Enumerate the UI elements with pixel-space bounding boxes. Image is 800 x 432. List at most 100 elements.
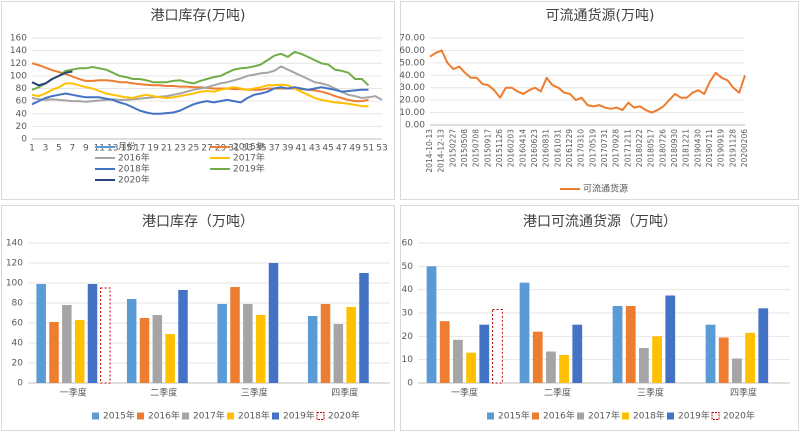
x-tick-label: 20150917 (483, 129, 492, 167)
x-tick-label: 二季度 (150, 387, 177, 399)
x-tick-label: 17 (134, 144, 145, 154)
x-tick-label: 27 (201, 144, 212, 154)
x-tick-label: 13 (107, 144, 118, 154)
line-series (31, 82, 369, 108)
legend-label: 2020年 (118, 174, 150, 186)
bar (492, 309, 503, 384)
x-tick-label: 39 (282, 144, 294, 154)
x-tick-label: 20160623 (530, 129, 539, 167)
bar (652, 336, 662, 383)
bar (87, 284, 98, 383)
legend-label: 月份 (118, 141, 136, 153)
bar (178, 290, 188, 383)
x-tick-label: 20150227 (448, 129, 457, 167)
y-tick-label: 10.00 (399, 108, 425, 118)
x-tick-label: 20161031 (553, 129, 562, 167)
x-tick-label: 20190711 (705, 129, 714, 167)
bar (758, 308, 769, 383)
legend-swatch (272, 412, 279, 420)
x-tick-label: 20191128 (728, 129, 737, 167)
x-tick-label: 35 (255, 144, 266, 154)
y-tick-label: 60 (12, 319, 24, 329)
bar (718, 337, 729, 383)
bar (62, 305, 72, 383)
legend-label: 2015年 (498, 410, 530, 422)
y-tick-label: 50 (402, 262, 414, 272)
y-tick-label: 70.00 (399, 34, 425, 44)
x-tick-label: 2014-10-13 (425, 129, 434, 173)
y-tick-label: 160 (10, 34, 27, 44)
x-tick-label: 20180222 (635, 129, 644, 167)
x-tick-label: 7 (70, 144, 76, 154)
y-tick-label: 60.00 (399, 46, 425, 56)
bar (745, 332, 755, 383)
x-tick-label: 19 (147, 144, 159, 154)
y-tick-label: 80 (16, 84, 28, 94)
x-tick-label: 20200206 (740, 129, 749, 167)
legend-label: 2015年 (103, 410, 135, 422)
x-tick-label: 20150708 (472, 129, 481, 167)
legend-swatch (182, 412, 189, 420)
bar (612, 306, 623, 383)
x-tick-label: 45 (322, 144, 333, 154)
x-tick-label: 20160203 (507, 129, 516, 167)
line-series (31, 50, 370, 91)
x-tick-label: 1 (29, 144, 35, 154)
x-tick-label: 29 (215, 144, 227, 154)
legend-swatch (316, 412, 325, 420)
bar (466, 352, 476, 383)
bar (49, 322, 59, 383)
y-tick-label: 0 (17, 379, 23, 389)
x-tick-label: 11 (94, 144, 105, 154)
legend-label: 2019年 (283, 410, 315, 422)
y-tick-label: 30 (402, 309, 414, 319)
x-tick-label: 一季度 (60, 387, 87, 399)
x-tick-label: 43 (309, 144, 320, 154)
legend-swatch (227, 412, 234, 420)
legend-label: 2019年 (233, 163, 265, 175)
line-series (31, 86, 369, 115)
x-tick-label: 20170519 (588, 129, 597, 167)
line-series (429, 49, 746, 114)
y-tick-label: 20 (402, 332, 414, 342)
legend-label: 2015年 (233, 141, 265, 153)
legend-swatch (532, 412, 539, 420)
y-tick-label: 40 (16, 109, 28, 119)
chart-title: 港口库存(万吨) (151, 8, 246, 24)
bar (359, 273, 369, 383)
legend-swatch (92, 412, 99, 420)
y-tick-label: 40.00 (399, 71, 425, 81)
x-tick-label: 33 (242, 144, 253, 154)
bar (572, 324, 583, 383)
x-tick-label: 20170731 (600, 129, 609, 167)
bar (100, 287, 111, 384)
bar (333, 324, 344, 383)
bar (255, 315, 266, 383)
x-tick-label: 20190430 (693, 129, 702, 167)
bar (36, 284, 46, 383)
y-tick-label: 50.00 (399, 58, 425, 68)
bar (453, 339, 463, 383)
legend-swatch (137, 412, 144, 420)
line-series (31, 70, 73, 87)
x-tick-label: 20180726 (658, 129, 667, 167)
y-tick-label: 0 (407, 379, 413, 389)
y-tick-label: 10 (402, 355, 414, 365)
legend-label: 2017年 (588, 410, 620, 422)
legend-label: 2016年 (148, 410, 180, 422)
x-tick-label: 23 (174, 144, 185, 154)
chart-title: 港口可流通货源（万吨） (523, 213, 677, 230)
y-tick-label: 100 (6, 279, 23, 289)
x-tick-label: 51 (363, 144, 374, 154)
legend-swatch (577, 412, 584, 420)
x-tick-label: 3 (43, 144, 49, 154)
x-tick-label: 20170310 (577, 129, 586, 167)
y-tick-label: 40 (402, 285, 414, 295)
legend-swatch (711, 412, 720, 420)
bar (230, 287, 240, 383)
bar (639, 348, 649, 383)
bar (546, 351, 556, 383)
x-tick-label: 20181221 (682, 129, 691, 167)
y-tick-label: 120 (10, 59, 27, 69)
